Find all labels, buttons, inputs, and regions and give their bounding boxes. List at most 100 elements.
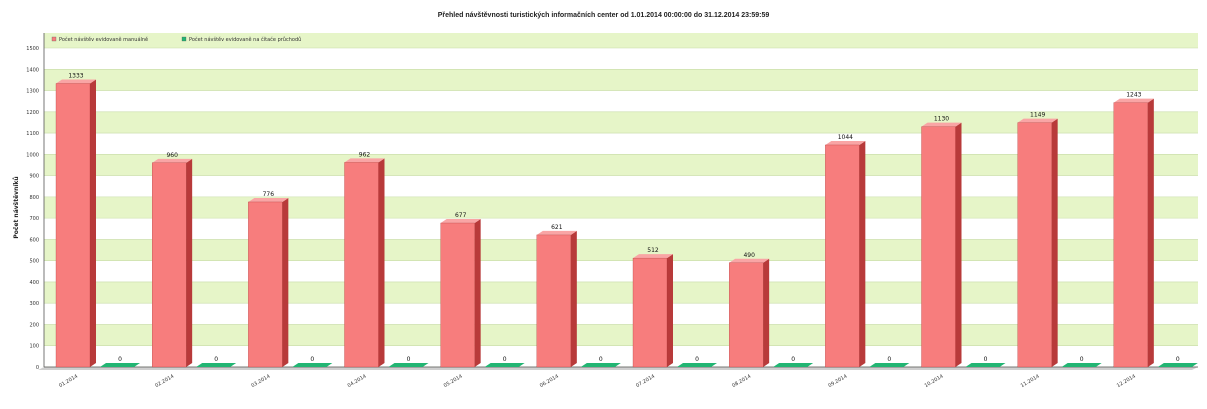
grid-band <box>44 281 1198 304</box>
grid-band <box>44 260 1198 282</box>
data-label: 0 <box>310 356 314 363</box>
bar-manual <box>536 234 571 368</box>
bar-manual-top <box>1113 98 1154 103</box>
bar-manual-side <box>570 230 577 367</box>
data-label: 960 <box>166 152 178 159</box>
y-tick-label: 0 <box>36 365 39 371</box>
bar-manual <box>1113 102 1148 368</box>
data-label: 0 <box>1176 356 1180 363</box>
bar-manual <box>632 257 668 368</box>
y-tick-label: 800 <box>29 195 39 201</box>
bar-counter <box>1061 363 1102 367</box>
bar-manual-top <box>1017 118 1058 123</box>
data-label: 0 <box>1080 356 1084 363</box>
bar-manual <box>55 83 91 368</box>
bar-manual-top <box>152 158 193 163</box>
data-label: 677 <box>455 212 467 219</box>
y-axis-label: Počet návštěvníků <box>13 176 20 238</box>
bar-manual-side <box>90 79 96 368</box>
x-tick-label: 05.2014 <box>443 374 464 390</box>
data-label: 962 <box>359 151 371 158</box>
legend-swatch <box>51 36 57 42</box>
bar-counter <box>869 363 910 367</box>
y-tick-label: 100 <box>29 344 39 350</box>
y-tick-label: 1000 <box>26 152 39 158</box>
bar-counter <box>773 363 814 367</box>
grid-band <box>44 48 1198 70</box>
bar-manual-side <box>378 158 385 367</box>
grid-band <box>44 175 1198 197</box>
grid-band <box>44 111 1198 134</box>
y-tick-label: 700 <box>29 216 39 222</box>
bar-counter <box>100 363 140 367</box>
bar-counter <box>292 363 333 367</box>
y-tick-label: 1200 <box>26 110 39 116</box>
grid-band <box>44 154 1198 176</box>
bar-manual <box>344 162 379 368</box>
bar-manual <box>729 262 764 368</box>
bar-counter <box>965 363 1006 367</box>
bar-manual-top <box>248 197 289 202</box>
bar-counter <box>196 363 237 367</box>
y-tick-label: 500 <box>29 259 39 265</box>
y-tick-label: 200 <box>29 322 39 328</box>
bar-manual-top <box>729 258 770 263</box>
bar-manual-top <box>440 219 481 224</box>
data-label: 1130 <box>934 116 949 123</box>
y-tick-label: 1300 <box>26 89 39 95</box>
data-label: 0 <box>214 356 218 363</box>
data-label: 0 <box>695 356 699 363</box>
bar-manual <box>248 201 283 368</box>
bar-manual-side <box>186 158 193 367</box>
bar-counter <box>677 363 717 367</box>
data-label: 490 <box>743 252 755 259</box>
x-tick-label: 04.2014 <box>347 374 368 390</box>
y-tick-label: 1500 <box>26 46 39 52</box>
data-label: 776 <box>263 191 275 198</box>
bar-manual-top <box>921 122 962 127</box>
y-tick-label: 900 <box>29 174 39 180</box>
chart-floor <box>38 367 1198 370</box>
bar-manual-top <box>536 230 577 235</box>
bar-manual-top <box>633 254 673 259</box>
bar-manual-top <box>344 158 385 163</box>
data-label: 0 <box>599 356 603 363</box>
data-label: 621 <box>551 224 563 231</box>
legend-swatch <box>181 36 187 42</box>
bar-manual-side <box>667 254 673 367</box>
grid-band <box>44 303 1198 325</box>
bar-manual-side <box>474 219 481 367</box>
bar-manual-side <box>1051 118 1058 368</box>
bar-manual-top <box>56 79 96 84</box>
bar-counter <box>1157 363 1198 367</box>
bar-manual <box>921 126 956 368</box>
data-label: 512 <box>647 247 659 254</box>
bar-manual-side <box>282 197 289 367</box>
data-label: 0 <box>887 356 891 363</box>
x-tick-label: 01.2014 <box>58 374 79 390</box>
bar-manual <box>152 162 187 368</box>
x-tick-label: 02.2014 <box>154 374 175 390</box>
legend-label: Počet návštěv evidovaně na čítače průcho… <box>189 36 301 43</box>
bar-manual-side <box>1147 98 1154 367</box>
y-tick-label: 400 <box>29 280 39 286</box>
data-label: 0 <box>407 356 411 363</box>
grid-band <box>44 133 1198 155</box>
bar-counter <box>580 363 621 367</box>
grid-band <box>44 69 1198 91</box>
data-label: 0 <box>503 356 507 363</box>
data-label: 1243 <box>1126 92 1141 99</box>
grid-band <box>44 324 1198 346</box>
bar-counter <box>388 363 429 367</box>
data-label: 0 <box>984 356 988 363</box>
bar-manual-side <box>955 122 962 367</box>
bar-counter <box>484 363 525 367</box>
bar-manual <box>825 144 860 368</box>
data-label: 1333 <box>68 73 83 80</box>
bar-manual <box>1017 122 1052 368</box>
x-tick-label: 08.2014 <box>731 374 752 390</box>
bar-manual-top <box>825 140 866 145</box>
x-tick-label: 10.2014 <box>924 374 945 390</box>
x-tick-label: 06.2014 <box>539 374 560 390</box>
